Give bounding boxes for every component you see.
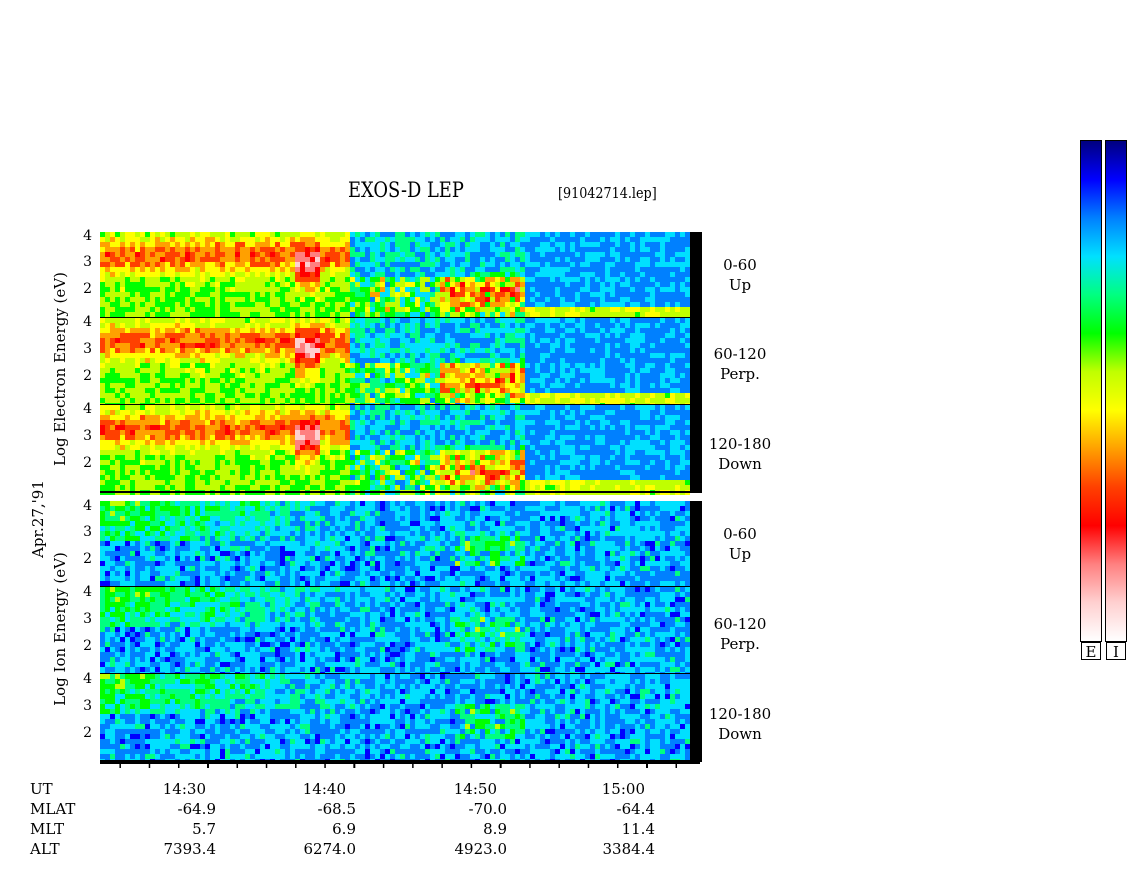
spectrogram-panel-3 bbox=[100, 501, 702, 591]
e-perp-label: 60-120 Perp. bbox=[713, 345, 767, 383]
xrow-mlat-value: -70.0 bbox=[468, 800, 507, 818]
e-up-ytick-3: 3 bbox=[83, 254, 92, 270]
xrow-mlat-value: -68.5 bbox=[317, 800, 356, 818]
i-up-label: 0-60 Up bbox=[723, 525, 757, 563]
i-perp-label: 60-120 Perp. bbox=[713, 615, 767, 653]
e-down-ytick-4: 4 bbox=[83, 401, 92, 417]
xrow-label-mlat: MLAT bbox=[30, 800, 76, 818]
date-label: Apr.27,'91 bbox=[29, 480, 47, 558]
e-perp-ytick-2: 2 bbox=[83, 368, 92, 384]
colorbar-electron bbox=[1080, 140, 1102, 642]
i-down-ytick-4: 4 bbox=[83, 671, 92, 687]
xrow-alt-value: 3384.4 bbox=[602, 840, 656, 858]
spectrogram-panel-1 bbox=[100, 318, 702, 408]
colorbar-ion bbox=[1105, 140, 1127, 642]
xrow-mlt-value: 11.4 bbox=[621, 820, 655, 838]
e-down-label: 120-180 Down bbox=[708, 435, 772, 473]
e-down-ytick-3: 3 bbox=[83, 428, 92, 444]
xrow-label-ut: UT bbox=[30, 780, 53, 798]
file-label: [91042714.lep] bbox=[558, 184, 657, 202]
i-up-ytick-2: 2 bbox=[83, 551, 92, 567]
xrow-alt-value: 7393.4 bbox=[163, 840, 217, 858]
xrow-mlt-value: 8.9 bbox=[483, 820, 507, 838]
e-up-ytick-2: 2 bbox=[83, 281, 92, 297]
e-down-ytick-2: 2 bbox=[83, 455, 92, 471]
colorbar-label-i: I bbox=[1106, 642, 1126, 661]
spectrogram-panel-4 bbox=[100, 587, 702, 677]
electron-ylabel: Log Electron Energy (eV) bbox=[51, 272, 69, 466]
chart-title: EXOS-D LEP bbox=[348, 178, 464, 202]
e-up-label: 0-60 Up bbox=[723, 256, 757, 294]
i-up-ytick-4: 4 bbox=[83, 498, 92, 514]
i-up-ytick-3: 3 bbox=[83, 524, 92, 540]
xrow-mlat-value: -64.4 bbox=[616, 800, 655, 818]
xrow-mlt-value: 5.7 bbox=[192, 820, 216, 838]
i-perp-ytick-4: 4 bbox=[83, 584, 92, 600]
xrow-ut-value: 14:50 bbox=[453, 780, 497, 798]
spectrogram-panel-5 bbox=[100, 674, 702, 764]
e-perp-ytick-4: 4 bbox=[83, 314, 92, 330]
spectrogram-panel-0 bbox=[100, 232, 702, 322]
i-down-ytick-3: 3 bbox=[83, 698, 92, 714]
xrow-ut-value: 14:30 bbox=[162, 780, 206, 798]
i-down-label: 120-180 Down bbox=[708, 705, 772, 743]
ion-ylabel: Log Ion Energy (eV) bbox=[51, 552, 69, 706]
e-perp-ytick-3: 3 bbox=[83, 341, 92, 357]
spectrogram-panel-2 bbox=[100, 405, 702, 495]
e-up-ytick-4: 4 bbox=[83, 228, 92, 244]
xrow-mlat-value: -64.9 bbox=[177, 800, 216, 818]
spectrogram-svg bbox=[100, 232, 702, 768]
xrow-mlt-value: 6.9 bbox=[332, 820, 356, 838]
xrow-ut-value: 14:40 bbox=[302, 780, 346, 798]
i-perp-ytick-2: 2 bbox=[83, 638, 92, 654]
xrow-label-mlt: MLT bbox=[30, 820, 65, 838]
xrow-alt-value: 4923.0 bbox=[454, 840, 508, 858]
i-perp-ytick-3: 3 bbox=[83, 611, 92, 627]
i-down-ytick-2: 2 bbox=[83, 725, 92, 741]
xrow-label-alt: ALT bbox=[30, 840, 60, 858]
xrow-alt-value: 6274.0 bbox=[303, 840, 357, 858]
xrow-ut-value: 15:00 bbox=[601, 780, 645, 798]
colorbar-label-e: E bbox=[1081, 642, 1101, 661]
